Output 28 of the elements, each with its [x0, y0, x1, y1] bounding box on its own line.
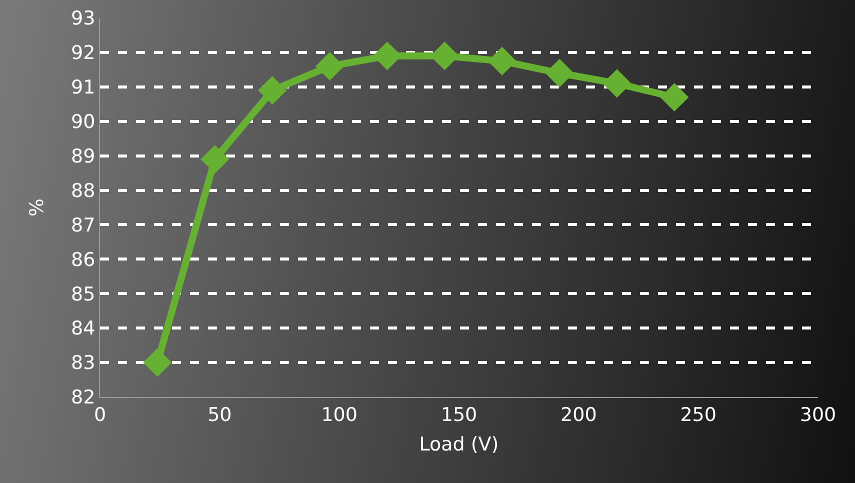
- y-tick-label: 87: [71, 214, 96, 236]
- y-tick-label: 82: [71, 386, 96, 409]
- y-tick-label: 85: [71, 283, 96, 306]
- y-axis-title: %: [26, 198, 48, 217]
- point: [315, 52, 344, 81]
- x-tick-label: 50: [208, 404, 232, 426]
- y-tick-label: 90: [71, 111, 96, 134]
- x-tick-label: 250: [680, 404, 716, 426]
- y-tick-label: 89: [71, 145, 96, 168]
- x-tick-label: 150: [440, 404, 478, 426]
- y-tick-label: 84: [71, 318, 96, 340]
- x-tick-label: 200: [560, 404, 597, 426]
- y-tick-label: 93: [71, 8, 96, 30]
- point: [258, 76, 287, 105]
- x-tick-label: 300: [800, 404, 836, 426]
- y-tick-label: 92: [71, 42, 96, 64]
- y-tick-label: 91: [71, 76, 96, 99]
- x-axis-title: Load (V): [419, 434, 499, 456]
- y-tick-label: 88: [71, 180, 96, 202]
- point: [545, 58, 574, 88]
- point: [660, 82, 689, 112]
- point: [200, 144, 230, 174]
- y-tick-label: 83: [71, 352, 96, 374]
- x-tick-label: 0: [94, 404, 106, 426]
- point: [143, 348, 172, 377]
- x-tick-label: 100: [321, 404, 358, 426]
- y-tick-label: 86: [71, 248, 96, 271]
- point: [602, 69, 632, 98]
